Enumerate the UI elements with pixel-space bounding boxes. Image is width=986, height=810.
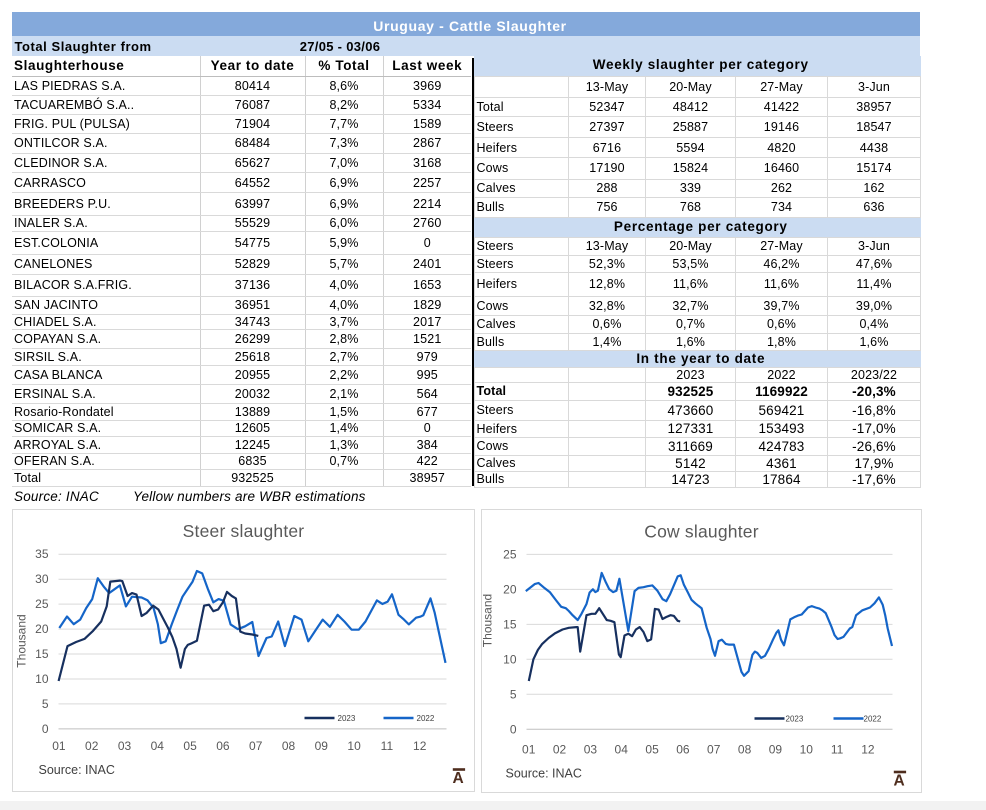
svg-text:01: 01 bbox=[522, 742, 536, 756]
svg-text:0: 0 bbox=[509, 722, 516, 736]
svg-text:09: 09 bbox=[768, 742, 782, 756]
svg-text:05: 05 bbox=[183, 739, 197, 753]
svg-text:03: 03 bbox=[117, 739, 131, 753]
svg-text:0: 0 bbox=[41, 722, 48, 736]
svg-text:15: 15 bbox=[503, 617, 517, 631]
svg-text:08: 08 bbox=[737, 742, 751, 756]
svg-text:10: 10 bbox=[799, 742, 813, 756]
svg-text:03: 03 bbox=[583, 742, 597, 756]
svg-text:05: 05 bbox=[645, 742, 659, 756]
svg-text:10: 10 bbox=[503, 652, 517, 666]
svg-text:20: 20 bbox=[503, 582, 517, 596]
svg-text:30: 30 bbox=[35, 572, 49, 586]
svg-text:Source: INAC: Source: INAC bbox=[38, 763, 114, 777]
svg-text:Steer slaughter: Steer slaughter bbox=[182, 521, 304, 541]
svg-text:10: 10 bbox=[347, 739, 361, 753]
svg-text:2022: 2022 bbox=[416, 714, 434, 723]
svg-text:Thousand: Thousand bbox=[14, 614, 28, 667]
svg-text:Thousand: Thousand bbox=[481, 593, 495, 646]
svg-text:2023: 2023 bbox=[785, 714, 803, 723]
svg-text:35: 35 bbox=[35, 547, 49, 561]
svg-text:Cow slaughter: Cow slaughter bbox=[644, 521, 758, 541]
svg-text:A: A bbox=[893, 772, 904, 789]
svg-text:20: 20 bbox=[35, 622, 49, 636]
svg-text:5: 5 bbox=[509, 687, 516, 701]
svg-text:01: 01 bbox=[52, 739, 66, 753]
svg-text:07: 07 bbox=[707, 742, 721, 756]
svg-text:Source: INAC: Source: INAC bbox=[505, 766, 581, 780]
svg-text:02: 02 bbox=[85, 739, 99, 753]
svg-text:07: 07 bbox=[249, 739, 263, 753]
svg-text:25: 25 bbox=[35, 597, 49, 611]
svg-text:15: 15 bbox=[35, 647, 49, 661]
svg-text:09: 09 bbox=[314, 739, 328, 753]
svg-text:04: 04 bbox=[614, 742, 628, 756]
svg-text:12: 12 bbox=[861, 742, 875, 756]
svg-text:2022: 2022 bbox=[863, 714, 881, 723]
svg-text:11: 11 bbox=[830, 742, 843, 756]
svg-text:10: 10 bbox=[35, 672, 49, 686]
svg-text:25: 25 bbox=[503, 547, 517, 561]
svg-text:06: 06 bbox=[676, 742, 690, 756]
svg-text:06: 06 bbox=[216, 739, 230, 753]
svg-text:11: 11 bbox=[380, 739, 393, 753]
svg-text:A: A bbox=[452, 770, 463, 787]
svg-text:5: 5 bbox=[41, 697, 48, 711]
svg-text:2023: 2023 bbox=[337, 714, 355, 723]
svg-text:04: 04 bbox=[150, 739, 164, 753]
svg-text:12: 12 bbox=[413, 739, 427, 753]
svg-text:08: 08 bbox=[281, 739, 295, 753]
svg-text:02: 02 bbox=[552, 742, 566, 756]
